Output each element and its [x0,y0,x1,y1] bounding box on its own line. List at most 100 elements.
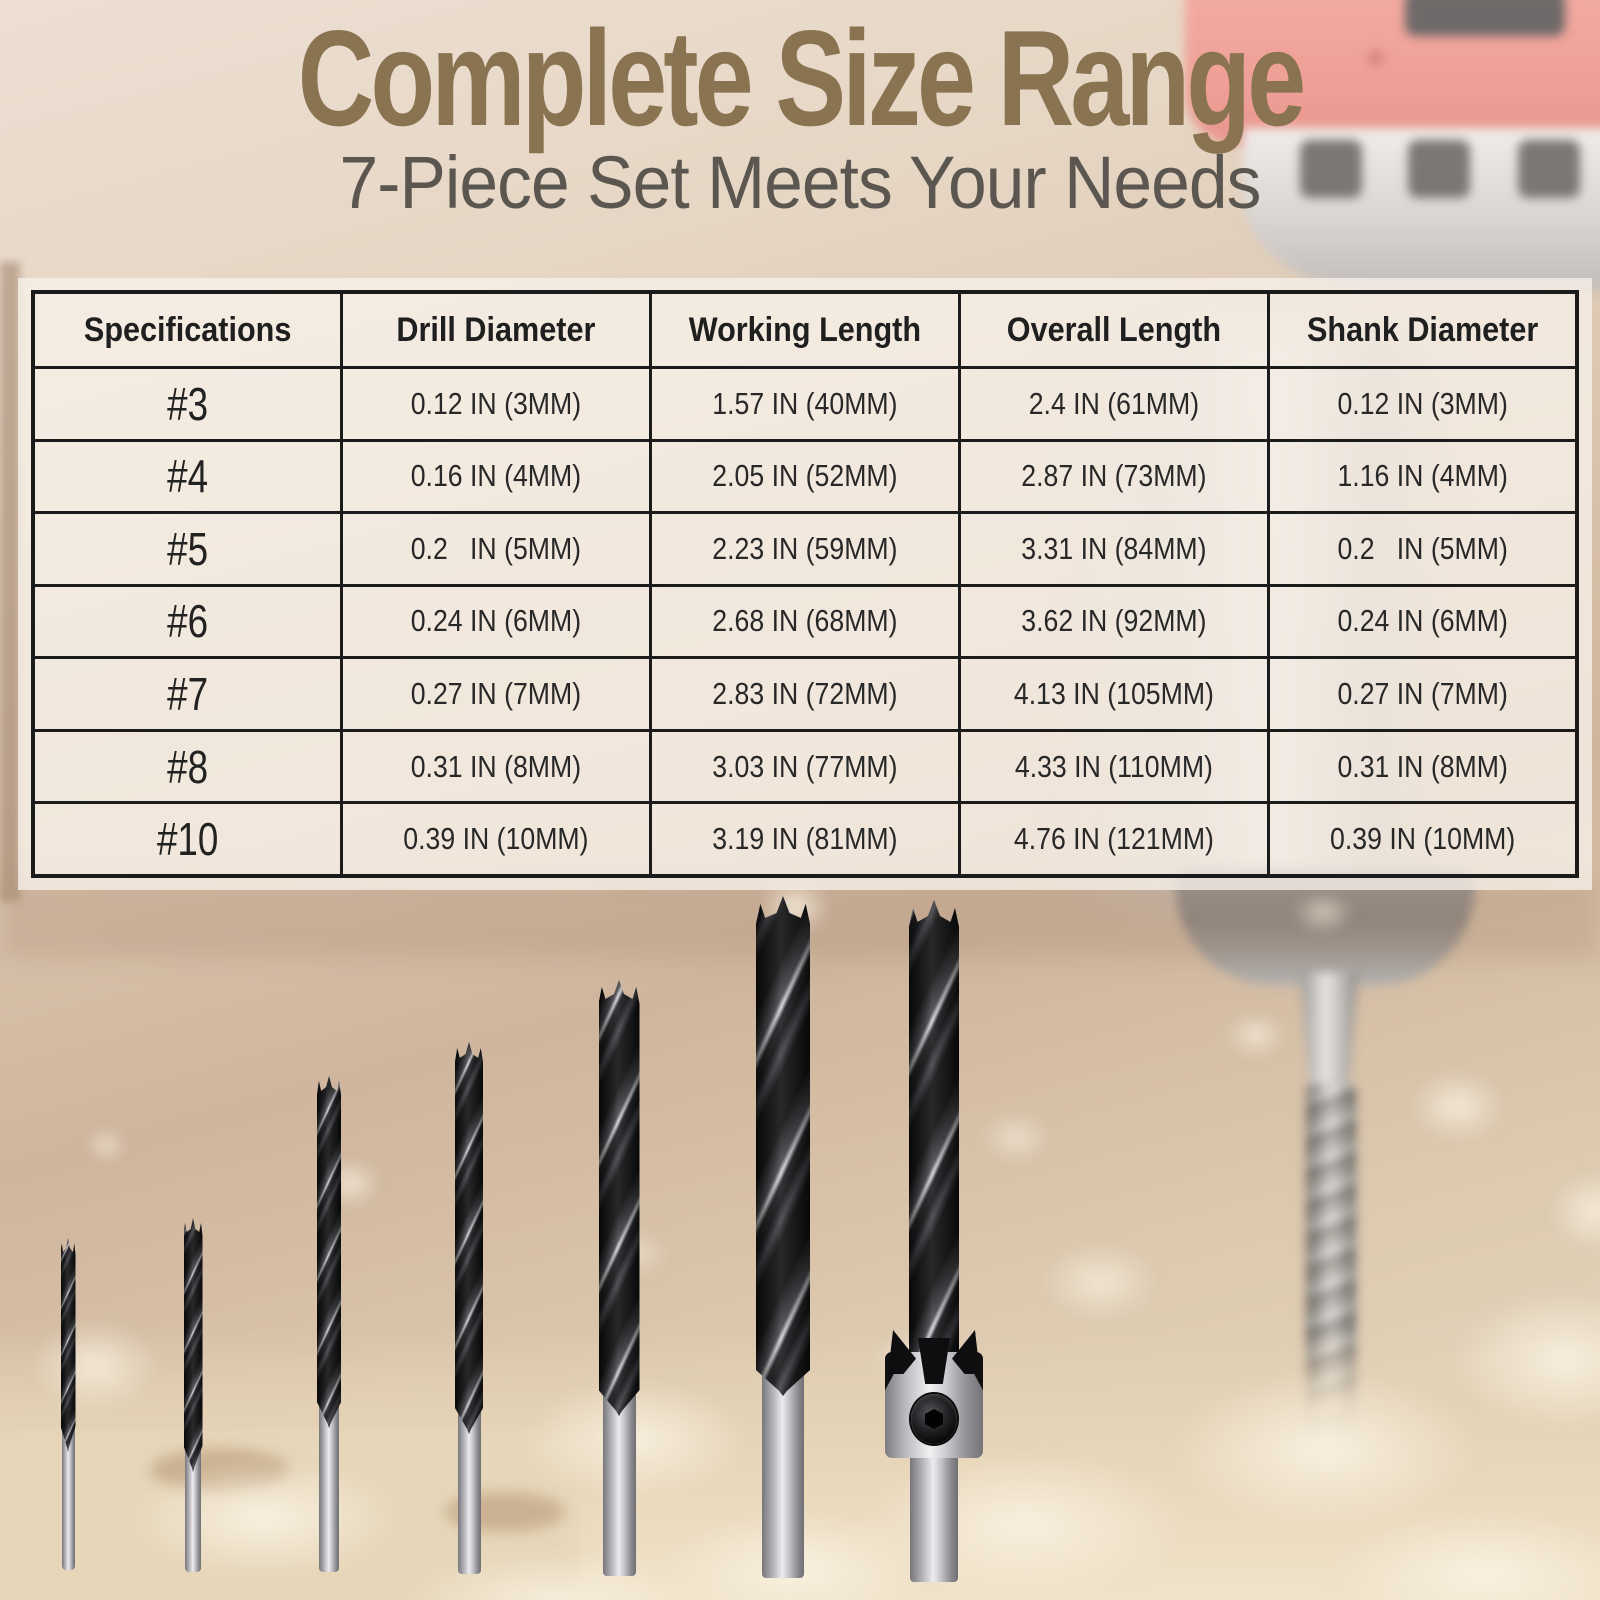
drill-bit-flutes [317,1076,341,1428]
table-row: #5 0.2 IN (5MM) 2.23 IN (59MM) 3.31 IN (84M… [31,511,1579,587]
drill-bit-shank [185,1442,201,1572]
table-row: #8 0.31 IN (8MM) 3.03 IN (77MM) 4.33 IN (11… [31,728,1579,805]
cell-text: 0.27 IN (7MM) [411,675,582,711]
shank-diameter-cell: 0.27 IN (7MM) [1266,656,1579,732]
wood-shaving [1410,1070,1505,1142]
column-header: Working Length [649,290,961,369]
overall-length-cell: 4.76 IN (121MM) [957,801,1270,878]
spec-cell: #6 [31,583,344,660]
table-row: #10 0.39 IN (10MM) 3.19 IN (81MM) 4.76 IN (… [31,801,1579,878]
cell-text: 3.03 IN (77MM) [712,748,898,784]
spec-cell: #10 [31,801,344,878]
column-header-label: Specifications [83,310,292,349]
cell-text: 0.2 IN (5MM) [1337,530,1508,566]
cell-text: 2.87 IN (73MM) [1021,458,1207,494]
drill-bit-shank [61,1422,75,1570]
column-header: Overall Length [957,290,1270,369]
shank-diameter-cell: 1.16 IN (4MM) [1266,438,1579,515]
spec-cell: #3 [31,366,344,442]
cell-text: 0.12 IN (3MM) [1337,385,1508,421]
column-header-label: Shank Diameter [1306,310,1538,349]
drill-vent [1518,140,1580,198]
cell-text: #3 [167,377,209,430]
spec-cell: #8 [31,728,344,805]
drill-bit-flutes [455,1042,483,1434]
wood-shaving [980,1112,1052,1164]
cell-text: 0.39 IN (10MM) [1329,821,1515,857]
cell-text: 2.23 IN (59MM) [712,530,898,566]
drill-bit-flutes [61,1238,76,1452]
table-row: #3 0.12 IN (3MM) 1.57 IN (40MM) 2.4 IN (61M… [31,366,1579,442]
spec-table: Specifications Drill Diameter Working Leng… [31,290,1579,878]
drill-bit-flutes [756,896,810,1396]
shank-diameter-cell: 0.2 IN (5MM) [1266,511,1579,587]
cell-text: 3.31 IN (84MM) [1021,530,1207,566]
spec-cell: #5 [31,511,344,587]
cell-text: #8 [167,740,209,793]
drill-chuck-neck [1299,972,1359,1097]
cell-text: 0.31 IN (8MM) [411,748,582,784]
drill-diameter-cell: 0.27 IN (7MM) [340,656,653,732]
cell-text: 0.2 IN (5MM) [411,530,582,566]
cell-text: 0.39 IN (10MM) [403,821,589,857]
spec-cell: #7 [31,656,344,732]
overall-length-cell: 3.31 IN (84MM) [957,511,1270,587]
cell-text: #7 [167,667,209,720]
drill-diameter-cell: 0.31 IN (8MM) [340,728,653,805]
cell-text: 2.05 IN (52MM) [712,458,898,494]
cell-text: #6 [167,595,209,648]
overall-length-cell: 4.13 IN (105MM) [957,656,1270,732]
drill-bit-flutes [184,1218,203,1472]
shank-diameter-cell: 0.12 IN (3MM) [1266,366,1579,442]
drill-diameter-cell: 0.16 IN (4MM) [340,438,653,515]
drill-bit-flutes [909,900,959,1382]
column-header: Drill Diameter [340,290,653,369]
cell-text: 4.33 IN (110MM) [1014,748,1213,784]
drill-diameter-cell: 0.12 IN (3MM) [340,366,653,442]
cell-text: #10 [156,813,219,866]
drill-bit-flutes [599,980,640,1416]
drill-bit-shank [457,1404,481,1574]
shank-diameter-cell: 0.24 IN (6MM) [1266,583,1579,660]
overall-length-cell: 4.33 IN (110MM) [957,728,1270,805]
cell-text: 2.4 IN (61MM) [1028,385,1199,421]
drill-bit-shank [602,1386,636,1576]
working-length-cell: 2.68 IN (68MM) [649,583,961,660]
working-length-cell: 3.03 IN (77MM) [649,728,961,805]
column-header: Specifications [31,290,344,369]
spec-table-head: Specifications Drill Diameter Working Leng… [31,290,1579,369]
header-row: Specifications Drill Diameter Working Leng… [31,290,1579,369]
drill-diameter-cell: 0.2 IN (5MM) [340,511,653,587]
table-row: #7 0.27 IN (7MM) 2.83 IN (72MM) 4.13 IN (10… [31,656,1579,732]
drill-diameter-cell: 0.39 IN (10MM) [340,801,653,878]
overall-length-cell: 2.87 IN (73MM) [957,438,1270,515]
wood-shaving [1170,1370,1480,1530]
cell-text: 0.24 IN (6MM) [411,603,582,639]
cell-text: 4.13 IN (105MM) [1013,675,1214,711]
table-row: #4 0.16 IN (4MM) 2.05 IN (52MM) 2.87 IN (73… [31,438,1579,515]
cell-text: 0.12 IN (3MM) [411,385,582,421]
column-header: Shank Diameter [1266,290,1579,369]
cell-text: 0.24 IN (6MM) [1337,603,1508,639]
cell-text: 4.76 IN (121MM) [1013,821,1214,857]
page-title: Complete Size Range [297,2,1307,154]
drill-detail [1368,50,1383,65]
drill-vent [1300,140,1362,198]
shank-diameter-cell: 0.31 IN (8MM) [1266,728,1579,805]
table-row: #6 0.24 IN (6MM) 2.68 IN (68MM) 3.62 IN (92… [31,583,1579,660]
cell-text: 2.83 IN (72MM) [712,675,898,711]
working-length-cell: 2.05 IN (52MM) [649,438,961,515]
cell-text: 0.31 IN (8MM) [1337,748,1508,784]
overall-length-cell: 3.62 IN (92MM) [957,583,1270,660]
table-panel: Specifications Drill Diameter Working Leng… [18,278,1592,890]
drill-diameter-cell: 0.24 IN (6MM) [340,583,653,660]
cell-text: 0.27 IN (7MM) [1337,675,1508,711]
column-header-label: Working Length [688,310,922,349]
countersink-hex-socket [925,1409,943,1429]
cell-text: 1.57 IN (40MM) [712,385,898,421]
wood-shaving [85,1128,127,1162]
spec-table-body: #3 0.12 IN (3MM) 1.57 IN (40MM) 2.4 IN (61M… [31,366,1579,878]
cell-text: 3.19 IN (81MM) [712,821,898,857]
